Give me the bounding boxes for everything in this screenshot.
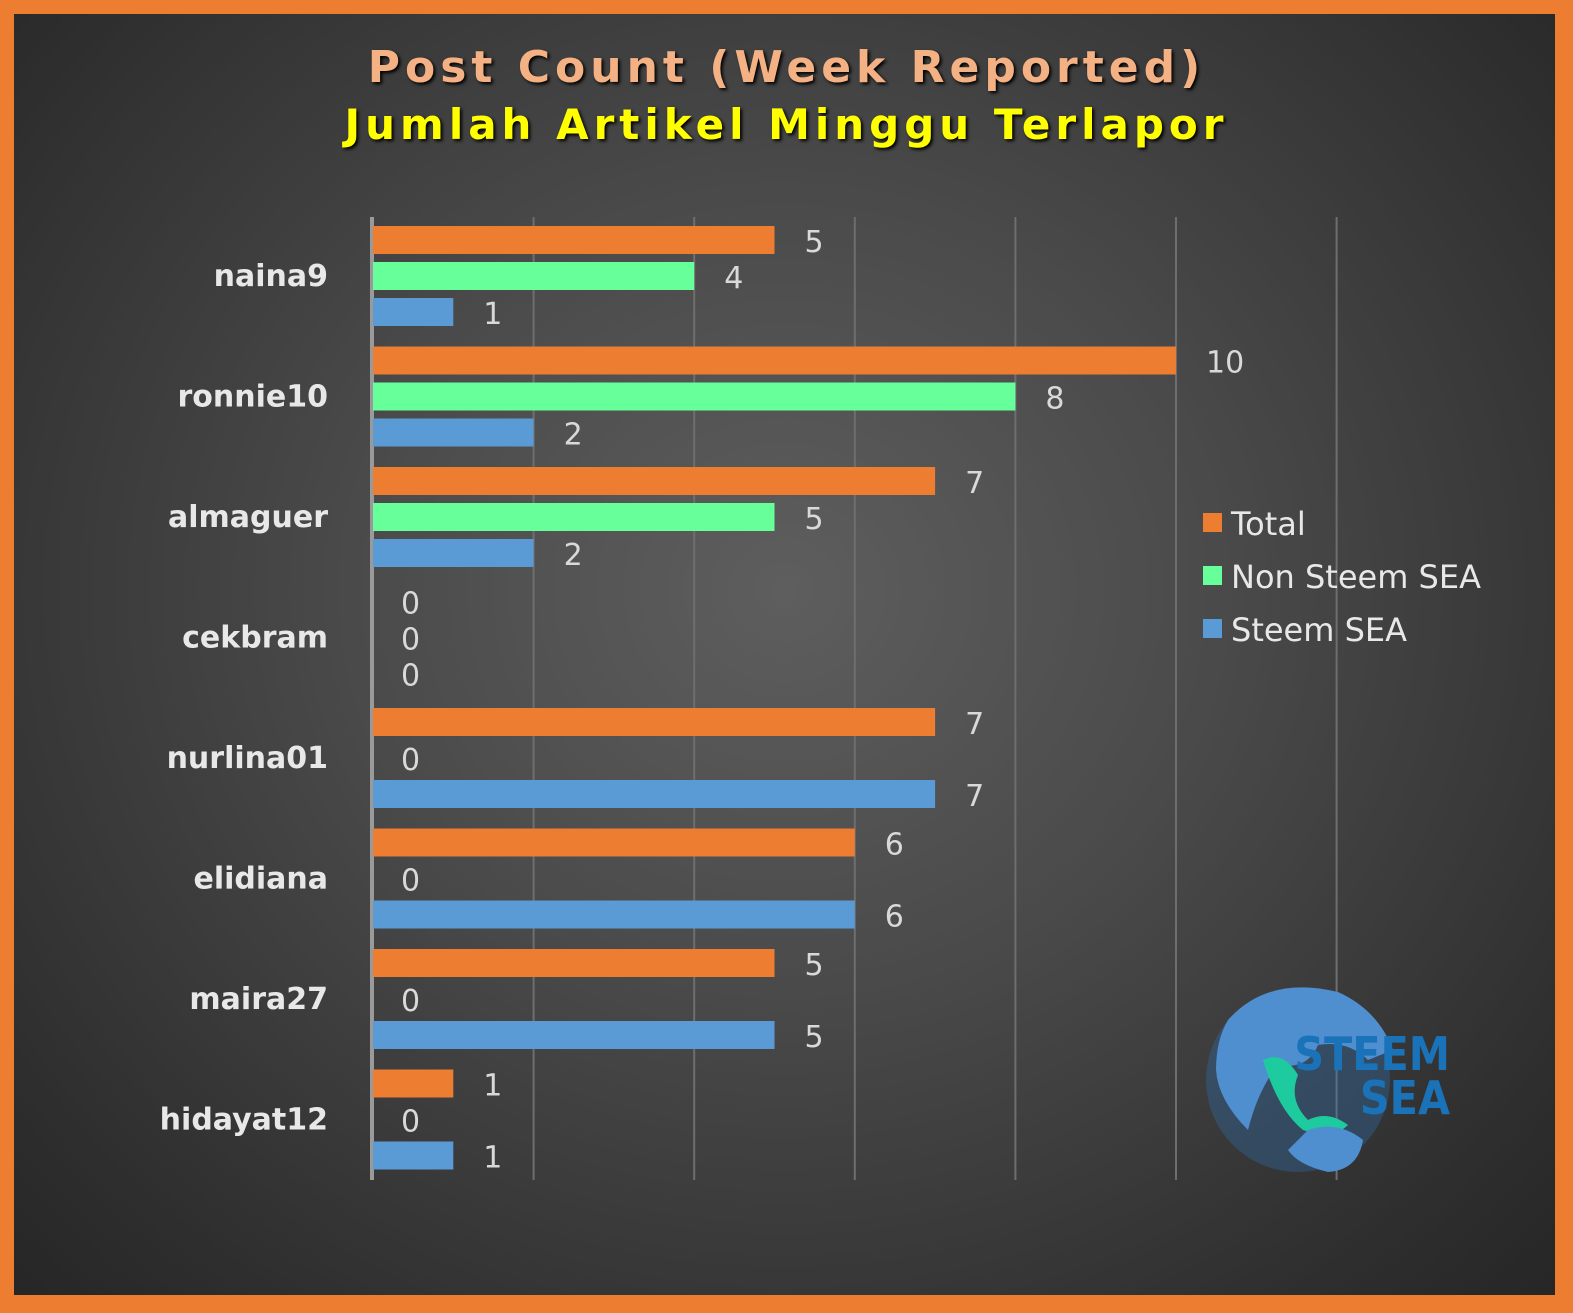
data-label: 8: [1045, 382, 1064, 417]
bar-steem-sea: [373, 1021, 775, 1049]
bar-total: [373, 828, 855, 857]
bar-steem-sea: [373, 539, 534, 567]
legend-swatch: [1203, 566, 1222, 585]
bar-total: [373, 346, 1176, 375]
data-label: 0: [401, 864, 420, 899]
data-label: 0: [401, 743, 420, 778]
legend-swatch: [1203, 619, 1222, 638]
bar-total: [373, 708, 936, 736]
legend: Total Non Steem SEA Steem SEA: [1203, 505, 1481, 649]
data-label: 5: [805, 225, 824, 260]
logo-text-line1: STEEM: [1294, 1027, 1450, 1081]
logo-text: STEEM SEA: [1290, 1027, 1450, 1125]
legend-label: Non Steem SEA: [1231, 558, 1481, 596]
data-label: 6: [885, 828, 904, 863]
category-label: maira27: [189, 982, 328, 1017]
labels: naina9541ronnie101082almaguer752cekbram0…: [160, 225, 1245, 1176]
data-label: 1: [483, 1141, 502, 1176]
data-label: 5: [805, 1020, 824, 1055]
data-label: 7: [965, 707, 984, 742]
legend-swatch: [1203, 513, 1222, 532]
bar-total: [373, 949, 775, 977]
bar-steem-sea: [373, 418, 534, 447]
bars: [373, 226, 1176, 1170]
data-label: 4: [724, 261, 743, 296]
chart-title: Post Count (Week Reported): [367, 42, 1206, 93]
chart-background: [14, 14, 1555, 1295]
category-label: almaguer: [168, 500, 328, 535]
data-label: 7: [965, 466, 984, 501]
data-label: 0: [401, 984, 420, 1019]
data-label: 0: [401, 659, 420, 694]
legend-label: Total: [1230, 505, 1306, 543]
category-label: nurlina01: [167, 741, 328, 776]
bar-steem-sea: [373, 1141, 454, 1170]
data-label: 2: [564, 418, 583, 453]
data-label: 0: [401, 587, 420, 622]
data-label: 7: [965, 779, 984, 814]
data-label: 0: [401, 623, 420, 658]
data-label: 1: [483, 1069, 502, 1104]
data-label: 10: [1206, 346, 1244, 381]
category-label: ronnie10: [178, 380, 329, 415]
bar-total: [373, 226, 775, 254]
category-label: elidiana: [193, 862, 328, 897]
bar-non-steem-sea: [373, 262, 695, 290]
data-label: 6: [885, 900, 904, 935]
chart-subtitle: Jumlah Artikel Minggu Terlapor: [344, 100, 1229, 149]
bar-steem-sea: [373, 298, 454, 326]
bar-total: [373, 1069, 454, 1098]
bar-steem-sea: [373, 780, 936, 808]
bar-total: [373, 467, 936, 495]
bar-steem-sea: [373, 900, 855, 929]
bar-non-steem-sea: [373, 382, 1016, 411]
globe-icon: [1206, 987, 1393, 1172]
legend-label: Steem SEA: [1231, 611, 1407, 649]
data-label: 5: [805, 502, 824, 537]
category-label: cekbram: [182, 621, 328, 656]
steem-sea-logo: [1206, 987, 1393, 1172]
data-label: 2: [564, 538, 583, 573]
category-label: naina9: [214, 259, 328, 294]
category-label: hidayat12: [160, 1103, 328, 1138]
data-label: 1: [483, 297, 502, 332]
data-label: 5: [805, 948, 824, 983]
bar-non-steem-sea: [373, 503, 775, 531]
gridlines: [370, 217, 1338, 1180]
data-label: 0: [401, 1105, 420, 1140]
logo-text-line2: SEA: [1359, 1071, 1450, 1125]
